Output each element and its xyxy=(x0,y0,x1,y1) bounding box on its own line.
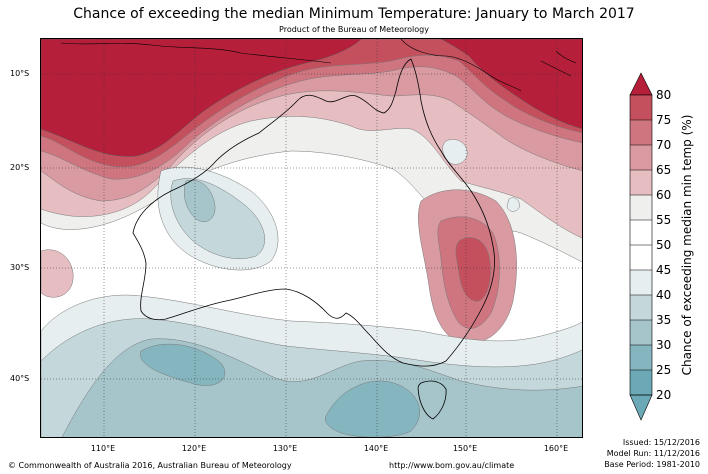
run-info: Issued: 15/12/2016 Model Run: 11/12/2016… xyxy=(604,437,700,470)
colorbar-seg-65-70 xyxy=(630,145,652,170)
contour-blob-small xyxy=(506,197,520,212)
colorbar-tick-75: 75 xyxy=(656,113,672,127)
lat-label-30s: 30°S xyxy=(10,263,30,272)
lon-label-110e: 110°E xyxy=(90,444,116,453)
forecast-map xyxy=(40,38,583,438)
colorbar-seg-55-60 xyxy=(630,195,652,220)
colorbar-seg-40-45 xyxy=(630,270,652,295)
colorbar-tick-50: 50 xyxy=(656,238,672,252)
forecast-map-svg xyxy=(41,39,582,437)
lon-label-160e: 160°E xyxy=(543,444,569,453)
contour-80 xyxy=(41,39,362,157)
colorbar-seg-35-40 xyxy=(630,295,652,320)
colorbar-seg-50-55 xyxy=(630,220,652,245)
colorbar-tick-70: 70 xyxy=(656,138,672,152)
colorbar-label: Chance of exceeding median min temp (%) xyxy=(680,114,694,376)
colorbar-seg-60-65 xyxy=(630,170,652,195)
colorbar-tick-30: 30 xyxy=(656,338,672,352)
colorbar-seg-45-50 xyxy=(630,245,652,270)
contour-west-30 xyxy=(183,179,216,222)
lon-label-120e: 120°E xyxy=(181,444,207,453)
contour-south-25b xyxy=(325,380,420,437)
copyright-text: © Commonwealth of Australia 2016, Austra… xyxy=(8,461,292,470)
contour-80-east xyxy=(440,39,582,129)
model-run-date: Model Run: 11/12/2016 xyxy=(606,449,700,458)
colorbar xyxy=(629,72,653,421)
lat-label-20s: 20°S xyxy=(10,163,30,172)
colorbar-seg-30-35 xyxy=(630,320,652,345)
colorbar-tick-80: 80 xyxy=(656,88,672,102)
colorbar-seg-25-30 xyxy=(630,345,652,370)
colorbar-seg-75-80 xyxy=(630,95,652,120)
contour-west-offshore-65 xyxy=(41,249,74,298)
contour-ne-blob xyxy=(442,139,468,165)
lon-label-150e: 150°E xyxy=(452,444,478,453)
lat-label-40s: 40°S xyxy=(10,374,30,383)
contour-south-25 xyxy=(140,343,226,386)
colorbar-seg-70-75 xyxy=(630,120,652,145)
colorbar-tick-25: 25 xyxy=(656,363,672,377)
colorbar-tick-35: 35 xyxy=(656,313,672,327)
base-period: Base Period: 1981-2010 xyxy=(604,460,700,469)
graticule xyxy=(41,39,582,437)
australia-coastline xyxy=(132,58,495,367)
colorbar-tick-60: 60 xyxy=(656,188,672,202)
contour-east-75 xyxy=(455,237,491,302)
colorbar-tick-45: 45 xyxy=(656,263,672,277)
colorbar-tick-20: 20 xyxy=(656,388,672,402)
issued-date: Issued: 15/12/2016 xyxy=(622,438,700,447)
colorbar-tick-55: 55 xyxy=(656,213,672,227)
map-title: Chance of exceeding the median Minimum T… xyxy=(73,6,635,22)
solomon-islands xyxy=(540,50,577,77)
lon-label-140e: 140°E xyxy=(363,444,389,453)
colorbar-tick-65: 65 xyxy=(656,163,672,177)
new-guinea-coastline xyxy=(400,39,522,92)
colorbar-tick-40: 40 xyxy=(656,288,672,302)
lon-label-130e: 130°E xyxy=(272,444,298,453)
source-url[interactable]: http://www.bom.gov.au/climate xyxy=(389,461,515,470)
colorbar-bottom-arrow xyxy=(629,394,653,421)
lat-label-10s: 10°S xyxy=(10,69,30,78)
map-subtitle: Product of the Bureau of Meteorology xyxy=(279,25,429,34)
colorbar-top-arrow xyxy=(629,72,653,96)
colorbar-seg-20-25 xyxy=(630,370,652,395)
tasmania-coastline xyxy=(417,380,447,420)
